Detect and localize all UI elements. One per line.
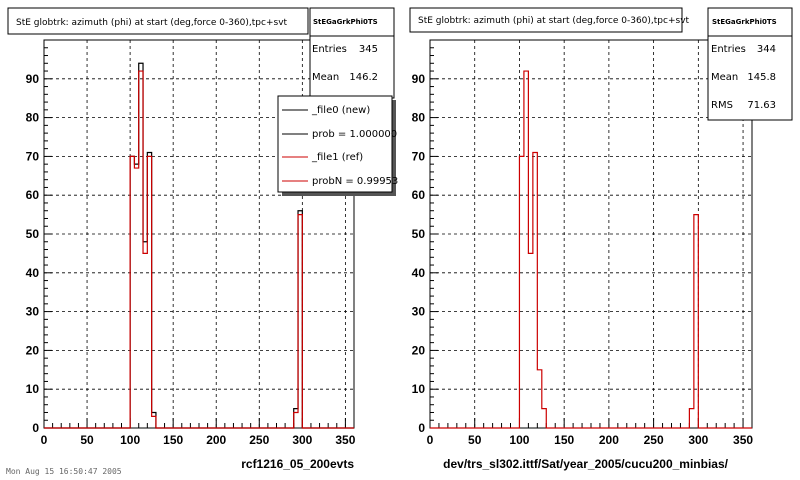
title-box-left: [7, 7, 309, 35]
legend-entry-probn: probN = 0.99953: [312, 176, 398, 187]
y-tick-label-left: 70: [26, 149, 40, 163]
y-tick-label-left: 10: [26, 382, 40, 396]
footer-date: Mon Aug 15 16:50:47 2005: [6, 467, 122, 476]
x-tick-label-right: 250: [644, 433, 664, 447]
histogram-panel-left: StE globtrk: azimuth (phi) at start (deg…: [7, 7, 398, 471]
y-tick-label-left: 0: [32, 421, 39, 435]
stats-box-right: StEGaGrkPhi0TS Entries 344 Mean 145.8 RM…: [707, 7, 793, 121]
x-tick-label-right: 100: [509, 433, 529, 447]
x-tick-label-right: 150: [554, 433, 574, 447]
x-tick-label-left: 200: [206, 433, 226, 447]
y-tick-label-left: 60: [26, 188, 40, 202]
y-tick-label-left: 20: [26, 343, 40, 357]
x-axis-caption-right: dev/trs_sl302.ittf/Sat/year_2005/cucu200…: [443, 457, 728, 471]
legend-entry-prob: prob = 1.000000: [312, 129, 397, 140]
x-tick-label-left: 0: [41, 433, 48, 447]
stats-title-left: StEGaGrkPhi0TS: [313, 18, 378, 26]
y-tick-label-right: 60: [412, 188, 426, 202]
x-tick-label-right: 200: [599, 433, 619, 447]
y-tick-label-left: 50: [26, 227, 40, 241]
y-tick-label-right: 70: [412, 149, 426, 163]
stats-box-left: StEGaGrkPhi0TS Entries 345 Mean 146.2: [309, 7, 395, 99]
title-box-right: [409, 7, 683, 33]
stats-rms-label-right: RMS: [711, 100, 733, 111]
y-tick-label-right: 80: [412, 111, 426, 125]
stats-entries-value-left: 345: [359, 44, 378, 55]
x-tick-label-right: 350: [733, 433, 753, 447]
stats-title-right: StEGaGrkPhi0TS: [712, 18, 777, 26]
histogram-series-left-1: [44, 70, 354, 429]
chart-title-left: StE globtrk: azimuth (phi) at start (deg…: [16, 18, 288, 28]
y-tick-label-right: 0: [418, 421, 425, 435]
x-tick-label-left: 100: [120, 433, 140, 447]
x-tick-label-right: 300: [688, 433, 708, 447]
y-tick-label-right: 10: [412, 382, 426, 396]
stats-rms-value-right: 71.63: [747, 100, 776, 111]
legend-entry-file0: _file0 (new): [311, 105, 370, 116]
y-tick-label-left: 40: [26, 266, 40, 280]
histogram-series-right-0: [430, 70, 752, 429]
y-tick-label-right: 40: [412, 266, 426, 280]
stats-entries-value-right: 344: [757, 44, 776, 55]
legend-left: _file0 (new) prob = 1.000000 _file1 (ref…: [277, 95, 398, 196]
x-tick-label-right: 50: [468, 433, 482, 447]
legend-entry-file1: _file1 (ref): [311, 152, 363, 163]
stats-mean-label-left: Mean: [312, 72, 339, 83]
stats-mean-label-right: Mean: [711, 72, 738, 83]
histogram-panel-right: StE globtrk: azimuth (phi) at start (deg…: [409, 7, 793, 471]
stats-entries-label-right: Entries: [711, 44, 746, 55]
stats-mean-value-left: 146.2: [349, 72, 378, 83]
plot-area-right: 0 10 20 30 40 50 60 70 80 90 0 50 100 150 200 250 300 350: [412, 39, 753, 447]
y-tick-label-left: 90: [26, 72, 40, 86]
y-tick-label-right: 20: [412, 343, 426, 357]
x-tick-label-right: 0: [427, 433, 434, 447]
x-tick-label-left: 50: [80, 433, 94, 447]
chart-title-right: StE globtrk: azimuth (phi) at start (deg…: [418, 16, 690, 26]
y-tick-label-right: 30: [412, 305, 426, 319]
x-tick-label-left: 300: [292, 433, 312, 447]
x-axis-caption-left: rcf1216_05_200evts: [241, 457, 354, 471]
y-tick-label-left: 30: [26, 305, 40, 319]
x-tick-label-left: 150: [163, 433, 183, 447]
y-tick-label-left: 80: [26, 111, 40, 125]
y-tick-label-right: 90: [412, 72, 426, 86]
y-tick-label-right: 50: [412, 227, 426, 241]
stats-mean-value-right: 145.8: [747, 72, 776, 83]
x-tick-label-left: 350: [335, 433, 355, 447]
x-tick-label-left: 250: [249, 433, 269, 447]
stats-entries-label-left: Entries: [312, 44, 347, 55]
